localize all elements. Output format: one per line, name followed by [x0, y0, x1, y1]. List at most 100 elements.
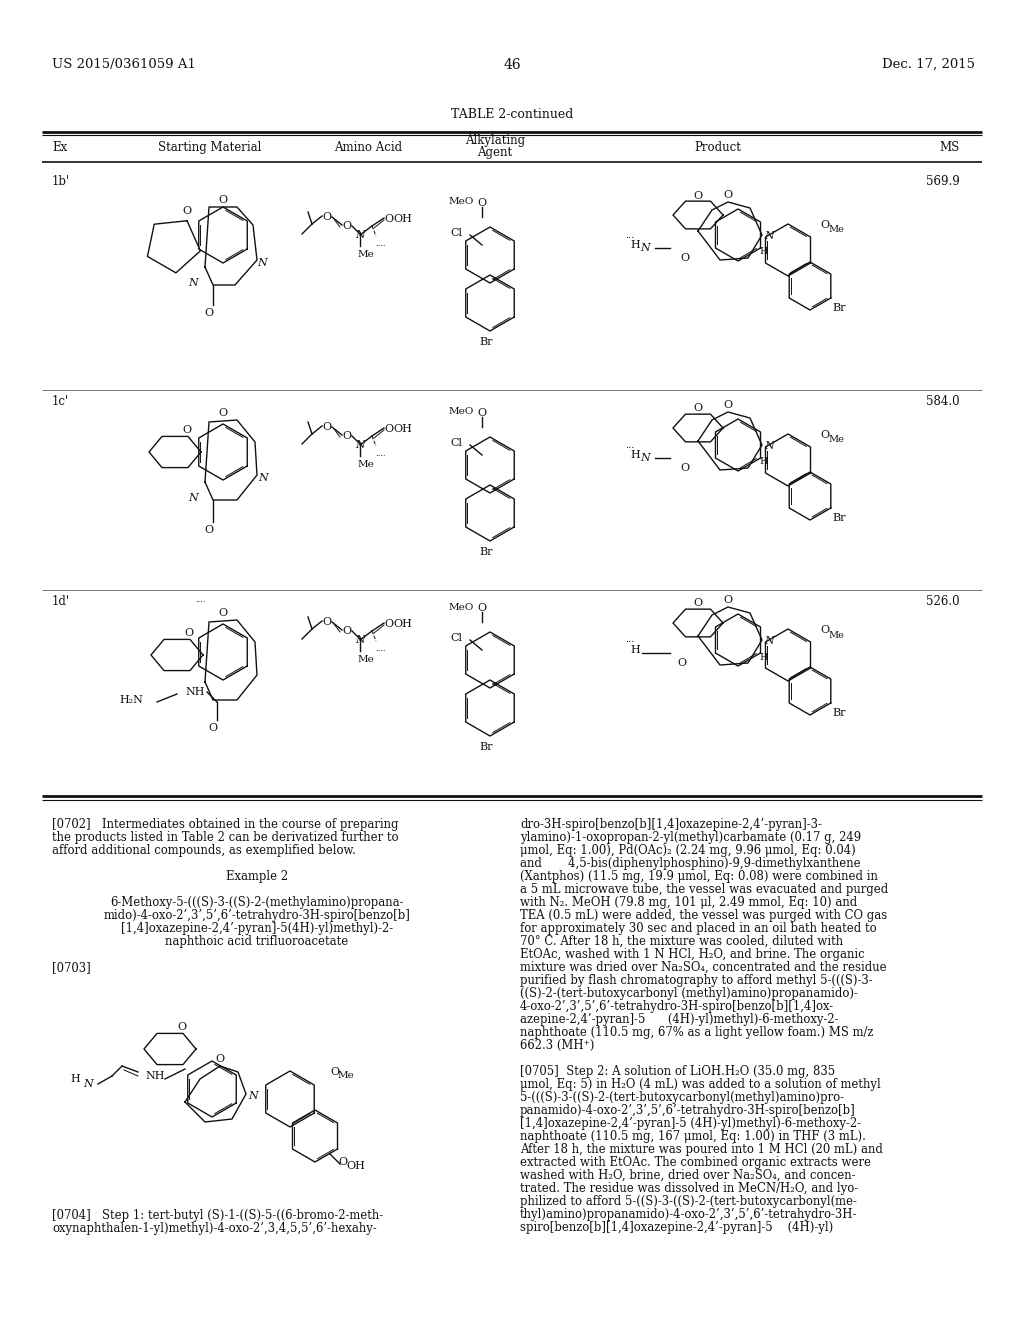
Text: azepine-2,4’-pyran]-5      (4H)-yl)methyl)-6-methoxy-2-: azepine-2,4’-pyran]-5 (4H)-yl)methyl)-6-… — [520, 1012, 839, 1026]
Text: H: H — [70, 1074, 80, 1084]
Text: OH: OH — [393, 619, 412, 630]
Text: ....: .... — [195, 597, 205, 605]
Text: 526.0: 526.0 — [927, 595, 961, 609]
Text: 5-(((S)-3-((S)-2-(tert-butoxycarbonyl(methyl)amino)pro-: 5-(((S)-3-((S)-2-(tert-butoxycarbonyl(me… — [520, 1092, 844, 1104]
Text: ...: ... — [626, 231, 635, 239]
Text: naphthoate (110.5 mg, 167 μmol, Eq: 1.00) in THF (3 mL).: naphthoate (110.5 mg, 167 μmol, Eq: 1.00… — [520, 1130, 866, 1143]
Text: 6-Methoxy-5-(((S)-3-((S)-2-(methylamino)propana-: 6-Methoxy-5-(((S)-3-((S)-2-(methylamino)… — [111, 896, 403, 909]
Text: philized to afford 5-((S)-3-((S)-2-(tert-butoxycarbonyl(me-: philized to afford 5-((S)-3-((S)-2-(tert… — [520, 1195, 857, 1208]
Text: Cl: Cl — [450, 438, 462, 447]
Text: H: H — [760, 248, 768, 256]
Text: OH: OH — [393, 214, 412, 224]
Text: TEA (0.5 mL) were added, the vessel was purged with CO gas: TEA (0.5 mL) were added, the vessel was … — [520, 909, 887, 921]
Text: N: N — [248, 1092, 258, 1101]
Text: (Xantphos) (11.5 mg, 19.9 μmol, Eq: 0.08) were combined in: (Xantphos) (11.5 mg, 19.9 μmol, Eq: 0.08… — [520, 870, 878, 883]
Text: Me: Me — [358, 655, 375, 664]
Text: MeO: MeO — [449, 408, 474, 417]
Text: OH: OH — [346, 1162, 365, 1171]
Text: H: H — [760, 458, 768, 466]
Text: O: O — [477, 408, 486, 418]
Text: ((S)-2-(tert-butoxycarbonyl (methyl)amino)propanamido)-: ((S)-2-(tert-butoxycarbonyl (methyl)amin… — [520, 987, 858, 1001]
Text: N: N — [188, 279, 198, 288]
Text: naphthoic acid trifluoroacetate: naphthoic acid trifluoroacetate — [165, 935, 348, 948]
Text: Br: Br — [479, 742, 493, 752]
Text: O: O — [338, 1158, 347, 1167]
Text: N: N — [355, 635, 365, 645]
Text: O: O — [693, 403, 702, 413]
Text: H: H — [630, 645, 640, 655]
Text: O: O — [218, 609, 227, 618]
Text: Example 2: Example 2 — [226, 870, 288, 883]
Text: afford additional compounds, as exemplified below.: afford additional compounds, as exemplif… — [52, 843, 356, 857]
Text: US 2015/0361059 A1: US 2015/0361059 A1 — [52, 58, 196, 71]
Text: O: O — [218, 408, 227, 418]
Text: ....: .... — [375, 645, 385, 653]
Text: O: O — [342, 432, 351, 441]
Text: N: N — [258, 473, 267, 483]
Text: Br: Br — [831, 708, 846, 718]
Text: O: O — [384, 424, 393, 434]
Text: O: O — [477, 198, 486, 209]
Text: O: O — [184, 628, 194, 638]
Text: O: O — [693, 598, 702, 609]
Text: MeO: MeO — [449, 198, 474, 206]
Text: 70° C. After 18 h, the mixture was cooled, diluted with: 70° C. After 18 h, the mixture was coole… — [520, 935, 843, 948]
Text: with N₂. MeOH (79.8 mg, 101 μl, 2.49 mmol, Eq: 10) and: with N₂. MeOH (79.8 mg, 101 μl, 2.49 mmo… — [520, 896, 857, 909]
Text: N: N — [188, 492, 198, 503]
Text: 1c': 1c' — [52, 395, 70, 408]
Text: Me: Me — [828, 631, 844, 639]
Text: ylamino)-1-oxopropan-2-yl(methyl)carbamate (0.17 g, 249: ylamino)-1-oxopropan-2-yl(methyl)carbama… — [520, 832, 861, 843]
Text: Product: Product — [694, 141, 741, 154]
Text: MeO: MeO — [449, 602, 474, 611]
Text: [0705]  Step 2: A solution of LiOH.H₂O (35.0 mg, 835: [0705] Step 2: A solution of LiOH.H₂O (3… — [520, 1065, 836, 1078]
Text: O: O — [209, 723, 217, 733]
Text: N: N — [640, 243, 650, 253]
Text: N: N — [764, 636, 774, 645]
Text: 1d': 1d' — [52, 595, 70, 609]
Text: Cl: Cl — [450, 228, 462, 238]
Text: O: O — [342, 626, 351, 636]
Text: 46: 46 — [503, 58, 521, 73]
Text: μmol, Eq: 5) in H₂O (4 mL) was added to a solution of methyl: μmol, Eq: 5) in H₂O (4 mL) was added to … — [520, 1078, 881, 1092]
Text: ...: ... — [626, 441, 635, 450]
Text: O: O — [820, 624, 829, 635]
Text: O: O — [322, 616, 331, 627]
Text: O: O — [693, 191, 702, 201]
Text: O: O — [218, 195, 227, 205]
Text: 662.3 (MH⁺): 662.3 (MH⁺) — [520, 1039, 594, 1052]
Text: O: O — [384, 214, 393, 224]
Text: Me: Me — [358, 459, 375, 469]
Text: 584.0: 584.0 — [927, 395, 961, 408]
Text: Dec. 17, 2015: Dec. 17, 2015 — [882, 58, 975, 71]
Text: ...: ... — [626, 635, 635, 644]
Text: for approximately 30 sec and placed in an oil bath heated to: for approximately 30 sec and placed in a… — [520, 921, 877, 935]
Text: O: O — [723, 595, 732, 605]
Text: O: O — [342, 220, 351, 231]
Text: EtOAc, washed with 1 N HCl, H₂O, and brine. The organic: EtOAc, washed with 1 N HCl, H₂O, and bri… — [520, 948, 864, 961]
Text: NH: NH — [145, 1071, 165, 1081]
Text: O: O — [177, 1022, 186, 1032]
Text: Alkylating: Alkylating — [465, 135, 525, 147]
Text: oxynaphthalen-1-yl)methyl)-4-oxo-2’,3,4,5,5’,6’-hexahy-: oxynaphthalen-1-yl)methyl)-4-oxo-2’,3,4,… — [52, 1222, 377, 1236]
Text: and       4,5-bis(diphenylphosphino)-9,9-dimethylxanthene: and 4,5-bis(diphenylphosphino)-9,9-dimet… — [520, 857, 860, 870]
Text: O: O — [723, 400, 732, 411]
Text: O: O — [322, 422, 331, 432]
Text: Br: Br — [479, 337, 493, 347]
Text: μmol, Eq: 1.00), Pd(OAc)₂ (2.24 mg, 9.96 μmol, Eq: 0.04): μmol, Eq: 1.00), Pd(OAc)₂ (2.24 mg, 9.96… — [520, 843, 856, 857]
Text: a 5 mL microwave tube, the vessel was evacuated and purged: a 5 mL microwave tube, the vessel was ev… — [520, 883, 888, 896]
Text: [1,4]oxazepine-2,4’-pyran]-5 (4H)-yl)methyl)-6-methoxy-2-: [1,4]oxazepine-2,4’-pyran]-5 (4H)-yl)met… — [520, 1117, 861, 1130]
Text: After 18 h, the mixture was poured into 1 M HCl (20 mL) and: After 18 h, the mixture was poured into … — [520, 1143, 883, 1156]
Text: Br: Br — [479, 546, 493, 557]
Text: Ex: Ex — [52, 141, 68, 154]
Text: Cl: Cl — [450, 634, 462, 643]
Text: O: O — [205, 525, 214, 535]
Text: O: O — [680, 253, 689, 263]
Text: O: O — [182, 206, 191, 216]
Text: N: N — [640, 453, 650, 463]
Text: N: N — [257, 257, 266, 268]
Text: Me: Me — [358, 249, 375, 259]
Text: [1,4]oxazepine-2,4’-pyran]-5(4H)-yl)methyl)-2-: [1,4]oxazepine-2,4’-pyran]-5(4H)-yl)meth… — [121, 921, 393, 935]
Text: trated. The residue was dissolved in MeCN/H₂O, and lyo-: trated. The residue was dissolved in MeC… — [520, 1181, 858, 1195]
Text: [0704]   Step 1: tert-butyl (S)-1-((S)-5-((6-bromo-2-meth-: [0704] Step 1: tert-butyl (S)-1-((S)-5-(… — [52, 1209, 383, 1222]
Text: NH: NH — [185, 686, 205, 697]
